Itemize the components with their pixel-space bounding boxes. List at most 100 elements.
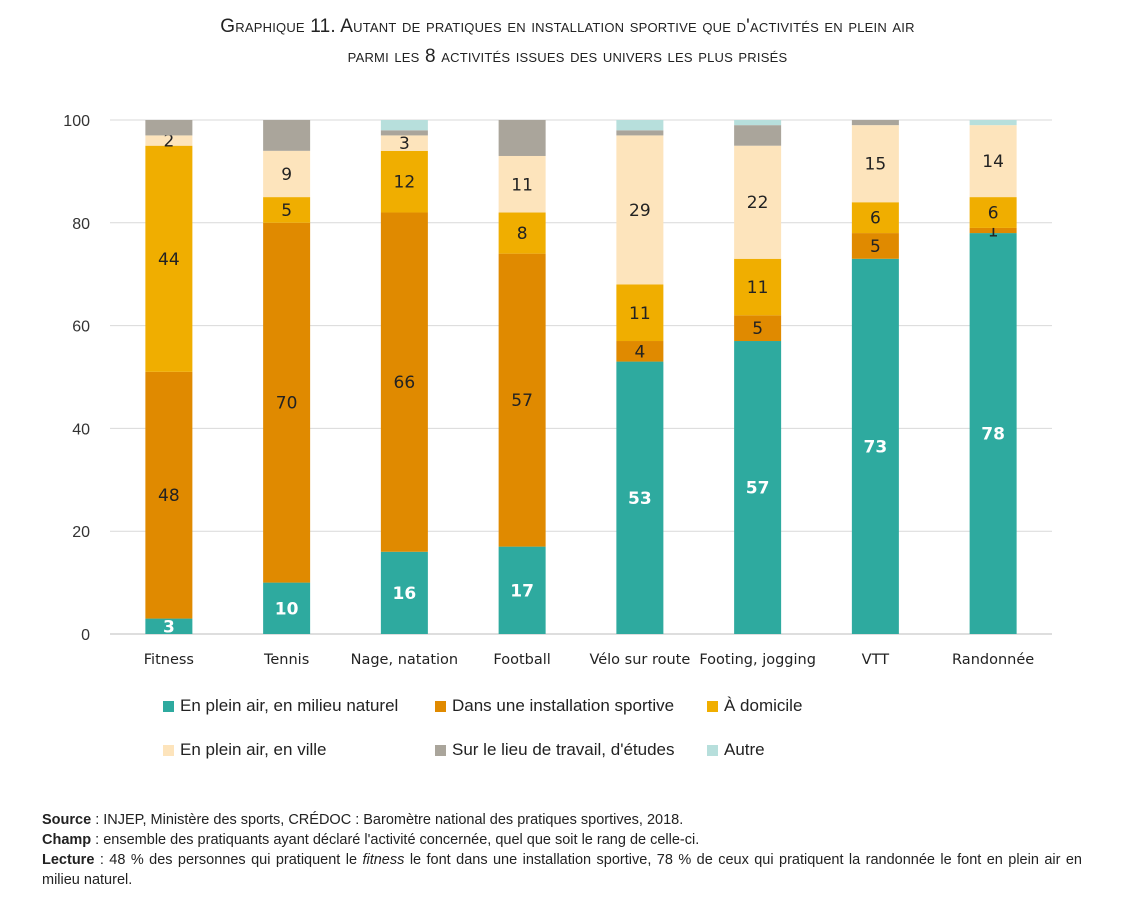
data-label: 5	[870, 237, 881, 257]
legend-swatch	[707, 744, 718, 756]
bar-segment	[616, 120, 664, 131]
x-tick-label: Nage, natation	[351, 652, 459, 668]
x-tick-label: Football	[493, 652, 550, 668]
bar-segment	[734, 341, 782, 634]
bar-segment	[851, 258, 899, 634]
legend-item: À domicile	[707, 696, 802, 716]
bar-segment	[145, 371, 193, 619]
source-text: : INJEP, Ministère des sports, CRÉDOC : …	[91, 812, 684, 828]
bar-segment	[498, 155, 546, 213]
y-tick-label: 80	[72, 216, 90, 233]
source-note: Source : INJEP, Ministère des sports, CR…	[42, 810, 1082, 830]
data-label: 10	[275, 599, 299, 619]
lecture-italic: fitness	[362, 852, 405, 868]
legend-label: Autre	[724, 740, 765, 759]
lecture-text-before: : 48 % des personnes qui pratiquent le	[94, 852, 363, 868]
data-label: 11	[511, 175, 533, 195]
x-tick-label: Vélo sur route	[589, 652, 690, 668]
bar-segment	[851, 202, 899, 234]
data-label: 5	[752, 319, 763, 339]
x-tick-label: Randonnée	[952, 652, 1034, 668]
bar-segment	[380, 130, 428, 136]
data-label: 5	[281, 201, 292, 221]
bar-segment	[734, 145, 782, 259]
x-tick-label: Tennis	[263, 652, 309, 668]
source-label: Source	[42, 812, 92, 828]
champ-label: Champ	[42, 832, 92, 848]
data-label: 57	[511, 391, 533, 411]
lecture-text-after: le font dans une installation sportive, …	[42, 852, 1082, 888]
champ-text: : ensemble des pratiquants ayant déclaré…	[91, 832, 700, 848]
data-label: 48	[158, 486, 180, 506]
bar-segment	[498, 120, 546, 156]
legend-swatch	[435, 744, 446, 756]
data-label: 73	[864, 437, 888, 457]
bar-segment	[616, 341, 664, 362]
bar-segment	[498, 212, 546, 254]
y-tick-label: 60	[72, 319, 90, 336]
bar-segment	[734, 315, 782, 342]
bar-segment	[734, 120, 782, 126]
x-tick-label: Footing, jogging	[699, 652, 816, 668]
legend-swatch	[435, 700, 446, 712]
legend-swatch	[163, 744, 174, 756]
bar-segment	[969, 125, 1017, 198]
data-label: 14	[982, 152, 1004, 172]
legend-label: En plein air, en milieu naturel	[180, 696, 399, 715]
data-label: 3	[163, 617, 175, 637]
legend-item: Dans une installation sportive	[435, 696, 674, 716]
bar-segment	[969, 197, 1017, 228]
data-label: 4	[634, 342, 645, 362]
champ-note: Champ : ensemble des pratiquants ayant d…	[42, 830, 1082, 850]
x-tick-label: VTT	[862, 652, 890, 668]
stacked-bar-chart: 020406080100348442Fitness107059Tennis166…	[63, 113, 1052, 668]
data-label: 16	[393, 584, 417, 604]
bar-segment	[969, 233, 1017, 634]
legend-label: En plein air, en ville	[180, 740, 327, 759]
bar-segment	[616, 130, 664, 136]
chart-title-line2: parmi les 8 activités issues des univers…	[347, 46, 788, 67]
data-label: 2	[163, 132, 174, 152]
bar-segment	[145, 145, 193, 372]
bar-segment	[263, 120, 311, 151]
bar-segment	[616, 361, 664, 634]
bar-segment	[969, 227, 1017, 234]
chart-notes: Source : INJEP, Ministère des sports, CR…	[42, 810, 1082, 890]
bar-segment	[498, 546, 546, 634]
data-label: 70	[276, 394, 298, 414]
lecture-label: Lecture	[42, 852, 95, 868]
bar-segment	[498, 253, 546, 547]
y-tick-label: 20	[72, 524, 90, 541]
data-label: 66	[394, 373, 416, 393]
bar-segment	[851, 120, 899, 126]
bar-segment	[263, 197, 311, 223]
legend-swatch	[707, 700, 718, 712]
bar-segment	[969, 120, 1017, 126]
data-label: 17	[510, 581, 534, 601]
bar-segment	[145, 618, 193, 634]
data-label: 29	[629, 201, 651, 221]
bar-segment	[616, 135, 664, 285]
bar-segment	[734, 258, 782, 316]
data-label: 53	[628, 489, 652, 509]
bar-segment	[263, 222, 311, 583]
y-tick-label: 100	[63, 113, 90, 130]
bar-segment	[380, 120, 428, 131]
lecture-note: Lecture : 48 % des personnes qui pratiqu…	[42, 850, 1082, 890]
data-label: 11	[747, 278, 769, 298]
legend-label: Sur le lieu de travail, d'études	[452, 740, 675, 759]
bar-segment	[380, 212, 428, 552]
legend-item: Sur le lieu de travail, d'études	[435, 740, 675, 760]
legend-item: En plein air, en ville	[163, 740, 326, 760]
chart-title-line1: Graphique 11. Autant de pratiques en ins…	[220, 16, 915, 37]
legend-item: Autre	[707, 740, 765, 760]
legend-swatch	[163, 700, 174, 712]
data-label: 78	[981, 425, 1005, 445]
bar-segment	[145, 120, 193, 136]
data-label: 8	[517, 224, 528, 244]
bar-segment	[380, 551, 428, 634]
data-label: 6	[988, 204, 999, 224]
bar-segment	[380, 135, 428, 151]
data-label: 11	[629, 304, 651, 324]
data-label: 9	[281, 165, 292, 185]
